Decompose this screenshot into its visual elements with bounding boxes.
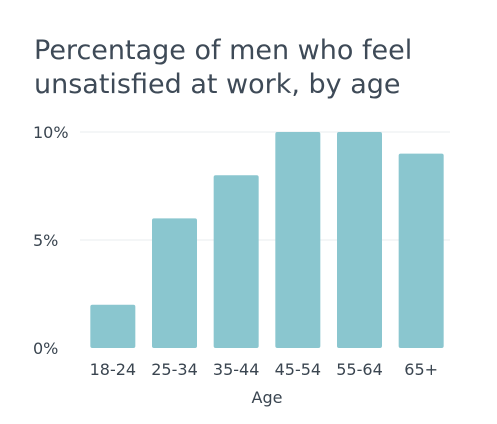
bar-55-64	[337, 132, 382, 348]
chart-title-line-1: Percentage of men who feel	[34, 35, 413, 66]
x-tick-label: 45-54	[275, 360, 322, 379]
y-tick-label: 0%	[33, 339, 58, 358]
bar-18-24	[90, 304, 136, 348]
y-axis-ticks: 0% 5% 10%	[33, 123, 69, 358]
x-tick-label: 25-34	[151, 360, 198, 379]
y-tick-label: 10%	[33, 123, 69, 142]
x-axis-ticks: 18-24 25-34 35-44 45-54 55-64 65+	[90, 360, 438, 379]
x-tick-label: 18-24	[90, 360, 137, 379]
bars	[90, 132, 444, 348]
gridlines	[80, 131, 450, 241]
bar-65+	[398, 153, 444, 348]
chart-title-line-2: unsatisfied at work, by age	[34, 69, 401, 100]
bar-25-34	[152, 218, 197, 348]
bar-45-54	[275, 132, 321, 348]
x-tick-label: 55-64	[336, 360, 383, 379]
bar-35-44	[213, 175, 259, 348]
x-tick-label: 35-44	[213, 360, 260, 379]
y-tick-label: 5%	[33, 231, 58, 250]
x-tick-label: 65+	[404, 360, 438, 379]
chart-title: Percentage of men who feel unsatisfied a…	[34, 34, 474, 102]
x-axis-label: Age	[252, 388, 283, 407]
